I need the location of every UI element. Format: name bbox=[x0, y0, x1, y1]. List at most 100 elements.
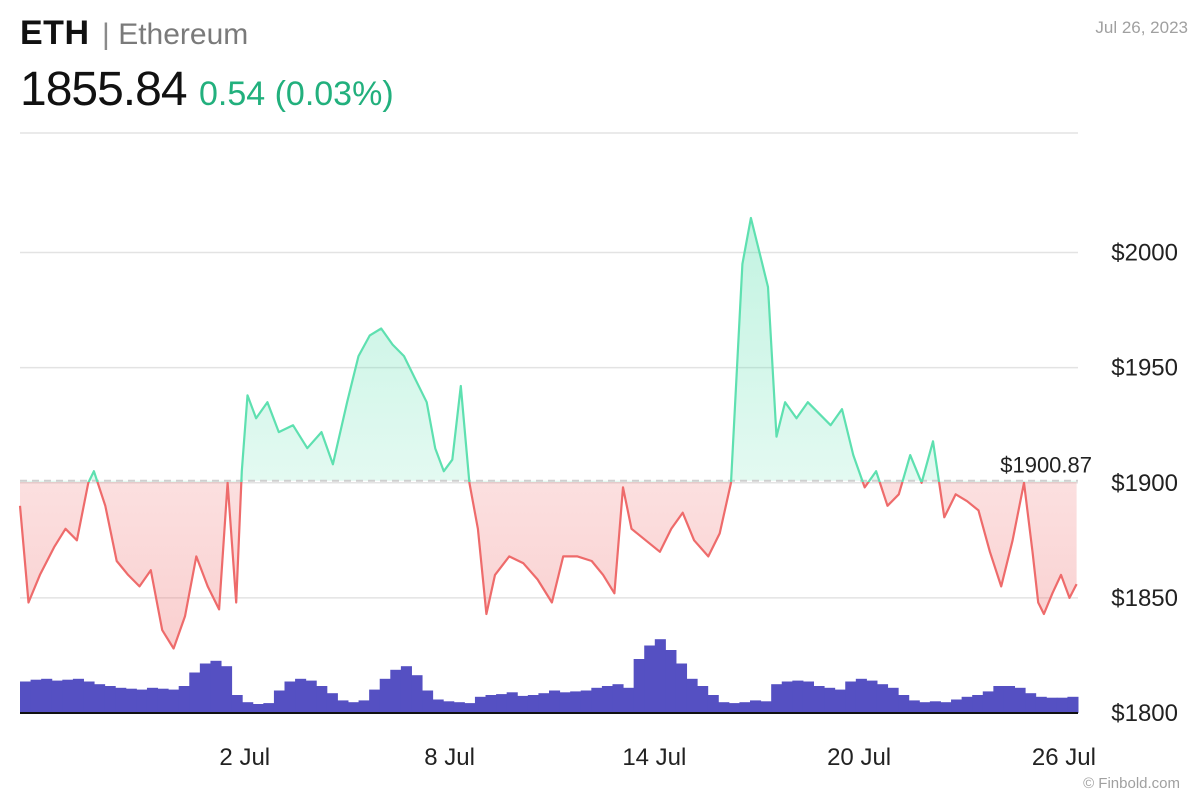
y-tick-label: $2000 bbox=[1111, 240, 1178, 267]
asset-name: Ethereum bbox=[118, 18, 249, 51]
volume-bar bbox=[686, 678, 698, 713]
y-tick-label: $1800 bbox=[1111, 700, 1178, 727]
x-axis-ticks: 2 Jul 8 Jul 14 Jul 20 Jul 26 Jul bbox=[219, 744, 1095, 771]
volume-bar bbox=[993, 686, 1005, 713]
area-fill-below bbox=[20, 482, 1077, 649]
volume-bar bbox=[644, 645, 656, 713]
volume-bar bbox=[464, 703, 476, 713]
volume-bar bbox=[887, 687, 899, 713]
volume-bar bbox=[580, 690, 592, 713]
price-change: 0.54 (0.03%) bbox=[198, 75, 394, 113]
volume-bar bbox=[305, 680, 317, 713]
volume-bar bbox=[1067, 696, 1079, 713]
x-tick-label: 20 Jul bbox=[827, 744, 891, 771]
volume-bar bbox=[411, 675, 423, 713]
volume-bar bbox=[83, 681, 95, 713]
x-tick-label: 26 Jul bbox=[1032, 744, 1096, 771]
volume-bar bbox=[62, 679, 74, 713]
volume-bar bbox=[1035, 696, 1047, 713]
volume-bar bbox=[369, 689, 381, 713]
volume-bar bbox=[1025, 693, 1037, 713]
volume-bar bbox=[940, 702, 952, 713]
volume-bar bbox=[41, 678, 53, 713]
volume-bar bbox=[527, 695, 539, 713]
volume-bar bbox=[834, 689, 846, 713]
volume-bar bbox=[591, 687, 603, 713]
price-line-below bbox=[18, 482, 1078, 650]
volume-bar bbox=[263, 703, 275, 713]
volume-bar bbox=[1014, 687, 1026, 713]
volume-bar bbox=[866, 680, 878, 713]
volume-bar bbox=[919, 702, 931, 713]
volume-bar bbox=[845, 681, 857, 713]
volume-bar bbox=[855, 678, 867, 713]
volume-bar bbox=[242, 702, 254, 713]
volume-bar bbox=[157, 688, 169, 713]
volume-bar bbox=[728, 703, 740, 713]
price-area-fills bbox=[20, 218, 1077, 649]
price-lines bbox=[18, 216, 1078, 650]
volume-bar bbox=[453, 702, 465, 713]
volume-bar bbox=[665, 650, 677, 713]
volume-bar bbox=[623, 687, 635, 713]
volume-bar bbox=[189, 672, 201, 713]
volume-bar bbox=[802, 681, 814, 713]
volume-bar bbox=[379, 678, 391, 713]
x-tick-label: 2 Jul bbox=[219, 744, 270, 771]
volume-bar bbox=[94, 684, 106, 713]
volume-bar bbox=[601, 686, 613, 713]
volume-bar bbox=[697, 686, 709, 713]
volume-bar bbox=[549, 690, 561, 713]
x-tick-label: 14 Jul bbox=[622, 744, 686, 771]
volume-bar bbox=[221, 666, 233, 713]
volume-bar bbox=[813, 686, 825, 713]
volume-bars bbox=[20, 639, 1079, 713]
volume-bar bbox=[612, 684, 624, 713]
volume-bar bbox=[1046, 697, 1058, 713]
volume-bar bbox=[422, 690, 434, 713]
chart-header: ETH | Ethereum bbox=[20, 14, 248, 53]
volume-bar bbox=[972, 695, 984, 713]
volume-bar bbox=[20, 681, 32, 713]
volume-bar bbox=[337, 700, 349, 713]
volume-bar bbox=[432, 699, 444, 713]
volume-bar bbox=[168, 689, 180, 713]
volume-bar bbox=[178, 686, 190, 713]
volume-bar bbox=[104, 686, 116, 713]
volume-bar bbox=[30, 679, 42, 713]
volume-bar bbox=[295, 678, 307, 713]
volume-bar bbox=[136, 689, 148, 713]
volume-bar bbox=[231, 695, 243, 713]
price-line-above bbox=[87, 216, 1025, 482]
volume-bar bbox=[771, 684, 783, 713]
area-fill-above bbox=[20, 218, 1077, 482]
volume-bar bbox=[443, 701, 455, 713]
volume-bar bbox=[474, 696, 487, 713]
volume-bar bbox=[633, 659, 645, 713]
volume-bar bbox=[559, 692, 571, 713]
volume-bar bbox=[72, 678, 84, 713]
volume-bar bbox=[876, 684, 889, 713]
volume-bar bbox=[210, 660, 222, 713]
ticker-symbol: ETH bbox=[20, 14, 90, 52]
volume-bar bbox=[326, 693, 338, 713]
volume-bar bbox=[252, 704, 264, 713]
volume-bar bbox=[146, 687, 159, 713]
y-axis-ticks: $1800 $1850 $1900 $1950 $2000 bbox=[1111, 240, 1178, 728]
source-credit: © Finbold.com bbox=[1083, 775, 1180, 792]
volume-bar bbox=[273, 690, 285, 713]
volume-bar bbox=[1056, 697, 1068, 713]
volume-bar bbox=[929, 701, 941, 713]
volume-bar bbox=[51, 680, 63, 713]
volume-bar bbox=[908, 700, 920, 713]
volume-bar bbox=[485, 695, 497, 713]
volume-bar bbox=[824, 687, 836, 713]
volume-bar bbox=[390, 669, 402, 713]
volume-bar bbox=[115, 687, 127, 713]
volume-bar bbox=[718, 702, 730, 713]
price-row: 1855.84 0.54 (0.03%) bbox=[20, 62, 394, 117]
volume-bar bbox=[358, 700, 370, 713]
volume-bar bbox=[506, 692, 518, 713]
volume-bar bbox=[750, 700, 762, 713]
ticker-separator: | bbox=[101, 18, 110, 51]
